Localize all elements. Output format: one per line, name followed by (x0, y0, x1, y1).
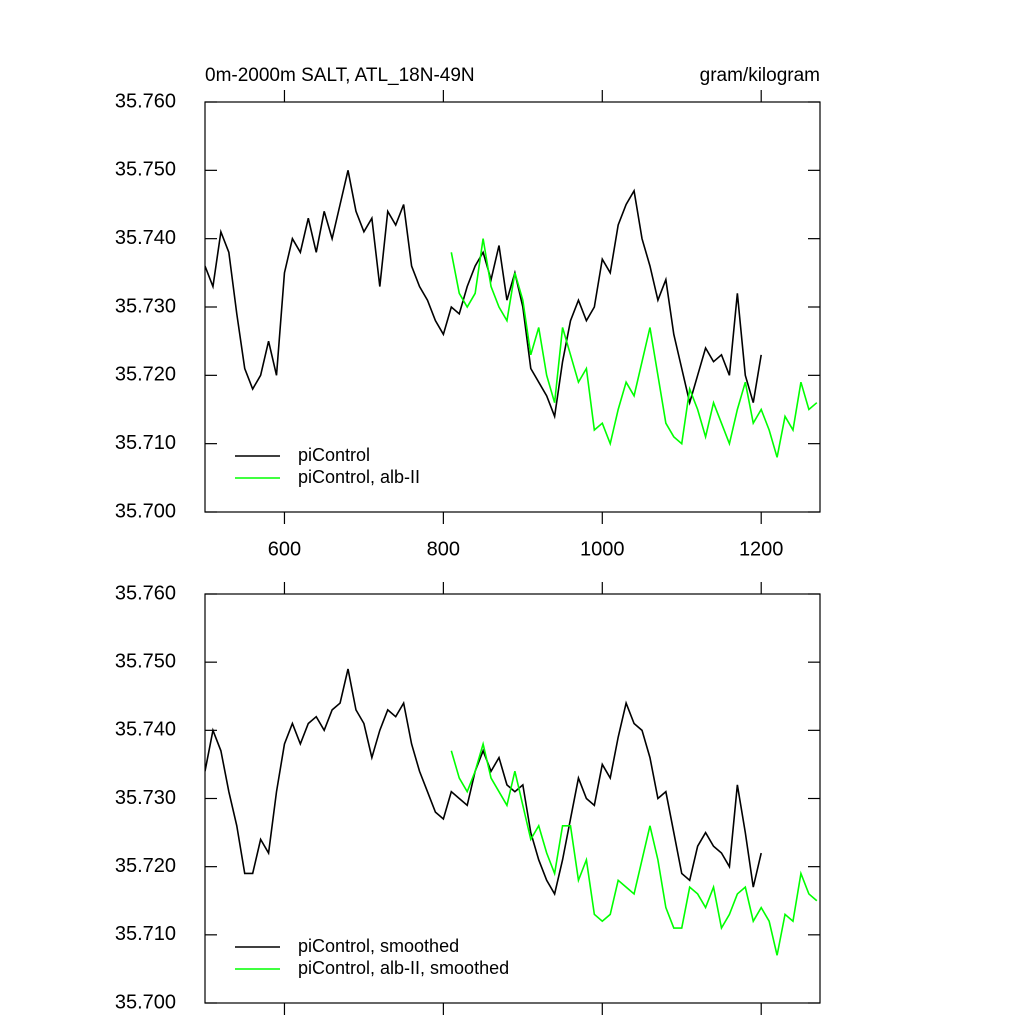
y-tick-label: 35.740 (115, 227, 176, 249)
chart-title: 0m-2000m SALT, ATL_18N-49N (205, 65, 475, 86)
legend-label: piControl, alb-II, smoothed (298, 958, 509, 978)
series-line (205, 668, 762, 897)
x-tick-label: 1200 (739, 538, 784, 560)
y-tick-label: 35.700 (115, 500, 176, 522)
legend-label: piControl, alb-II (298, 467, 420, 487)
y-tick-label: 35.710 (115, 923, 176, 945)
y-tick-label: 35.760 (115, 582, 176, 604)
units-label: gram/kilogram (700, 65, 820, 86)
legend-label: piControl (298, 445, 370, 465)
x-tick-label: 800 (427, 538, 460, 560)
series-line (450, 238, 818, 458)
y-tick-label: 35.730 (115, 295, 176, 317)
y-tick-label: 35.740 (115, 719, 176, 741)
y-tick-label: 35.720 (115, 364, 176, 386)
y-tick-label: 35.760 (115, 90, 176, 112)
x-tick-label: 1000 (580, 538, 625, 560)
y-tick-label: 35.730 (115, 787, 176, 809)
series-line (450, 740, 818, 956)
y-tick-label: 35.700 (115, 991, 176, 1013)
y-tick-label: 35.750 (115, 650, 176, 672)
y-tick-label: 35.710 (115, 432, 176, 454)
x-tick-label: 600 (268, 538, 301, 560)
series-line (205, 170, 762, 420)
y-tick-label: 35.750 (115, 159, 176, 181)
legend-label: piControl, smoothed (298, 936, 459, 956)
y-tick-label: 35.720 (115, 855, 176, 877)
